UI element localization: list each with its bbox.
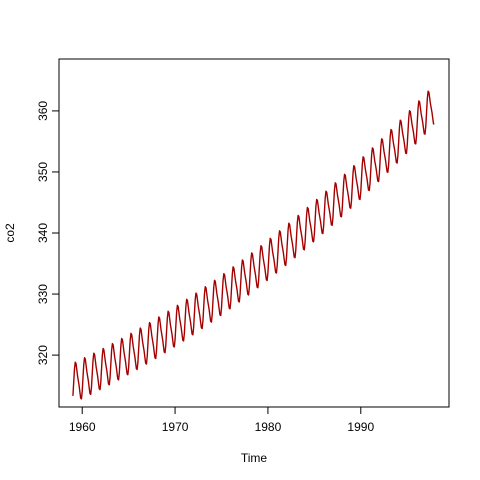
y-tick-label: 320	[36, 345, 50, 365]
y-tick-label: 330	[36, 284, 50, 304]
co2-series-line	[72, 90, 435, 400]
y-axis: 320 330 340 350 360	[36, 101, 60, 365]
x-tick-label: 1960	[69, 420, 96, 434]
plot-frame	[58, 58, 450, 408]
y-tick-label: 360	[36, 101, 50, 121]
x-axis: 1960 1970 1980 1990	[69, 406, 374, 434]
x-tick-label: 1970	[162, 420, 189, 434]
x-axis-title: Time	[241, 451, 268, 465]
x-tick-label: 1980	[255, 420, 282, 434]
y-tick-label: 350	[36, 162, 50, 182]
x-tick-label: 1990	[347, 420, 374, 434]
plot-border	[58, 58, 450, 408]
y-tick-label: 340	[36, 223, 50, 243]
series-layer	[72, 90, 435, 400]
y-axis-title: co2	[3, 223, 17, 243]
